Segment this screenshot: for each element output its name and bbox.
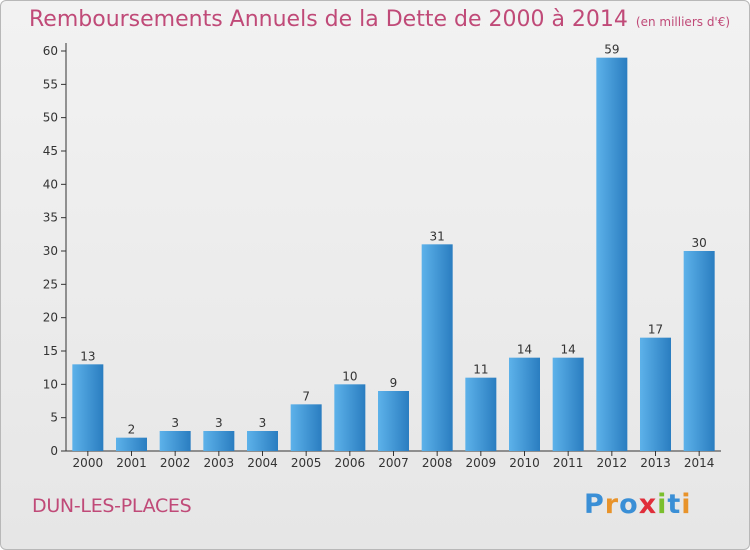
y-tick-label: 60 [43,44,58,58]
y-tick-label: 55 [43,77,58,91]
y-tick-label: 25 [43,277,58,291]
x-tick-label: 2013 [640,456,671,470]
bar [465,378,496,451]
y-tick-label: 35 [43,211,58,225]
data-label: 3 [259,416,267,430]
chart-frame: Remboursements Annuels de la Dette de 20… [0,0,750,550]
data-label: 31 [430,229,445,243]
x-tick-label: 2010 [509,456,540,470]
y-tick-label: 10 [43,377,58,391]
x-tick-label: 2009 [466,456,497,470]
bar [203,431,234,451]
data-label: 11 [473,363,488,377]
bar [160,431,191,451]
bar [553,358,584,451]
x-tick-label: 2002 [160,456,191,470]
data-label: 10 [342,369,357,383]
bar [640,338,671,451]
bar-chart: 0 5 10 15 20 25 30 35 40 45 50 55 60 13 2000 2 2001 3 2002… [1,1,750,550]
x-tick-label: 2004 [247,456,278,470]
data-label: 7 [302,389,310,403]
data-label: 9 [390,376,398,390]
data-label: 30 [692,236,707,250]
logo-letter: x [639,489,657,520]
data-label: 14 [561,343,576,357]
bar [596,58,627,451]
y-tick-label: 20 [43,311,58,325]
x-tick-label: 2000 [73,456,104,470]
logo-letter: i [657,489,667,520]
y-tick-label: 5 [50,411,58,425]
y-tick-label: 45 [43,144,58,158]
x-tick-label: 2011 [553,456,584,470]
data-label: 3 [171,416,179,430]
x-tick-label: 2008 [422,456,453,470]
bar [247,431,278,451]
logo-letter: o [619,489,639,520]
data-label: 2 [128,423,136,437]
bar [334,384,365,451]
logo-letter: P [584,489,605,520]
data-label: 17 [648,323,663,337]
x-tick-label: 2007 [378,456,409,470]
x-tick-label: 2014 [684,456,715,470]
y-tick-label: 15 [43,344,58,358]
bar [291,404,322,451]
data-label: 13 [80,349,95,363]
x-tick-label: 2003 [204,456,235,470]
data-label: 59 [604,43,619,57]
bar [116,438,147,451]
y-tick-label: 30 [43,244,58,258]
y-tick-label: 50 [43,111,58,125]
place-name: DUN-LES-PLACES [32,495,191,517]
bar [72,364,103,451]
proxiti-logo: Proxiti [584,489,692,520]
x-tick-label: 2012 [597,456,628,470]
logo-letter: i [681,489,691,520]
y-tick-label: 0 [50,444,58,458]
y-tick-label: 40 [43,177,58,191]
logo-letter: t [667,489,681,520]
x-tick-label: 2001 [116,456,147,470]
bar [422,244,453,451]
data-label: 3 [215,416,223,430]
bar [378,391,409,451]
bar [684,251,715,451]
bar [509,358,540,451]
x-tick-label: 2005 [291,456,322,470]
x-tick-label: 2006 [335,456,366,470]
data-label: 14 [517,343,532,357]
logo-letter: r [605,489,619,520]
